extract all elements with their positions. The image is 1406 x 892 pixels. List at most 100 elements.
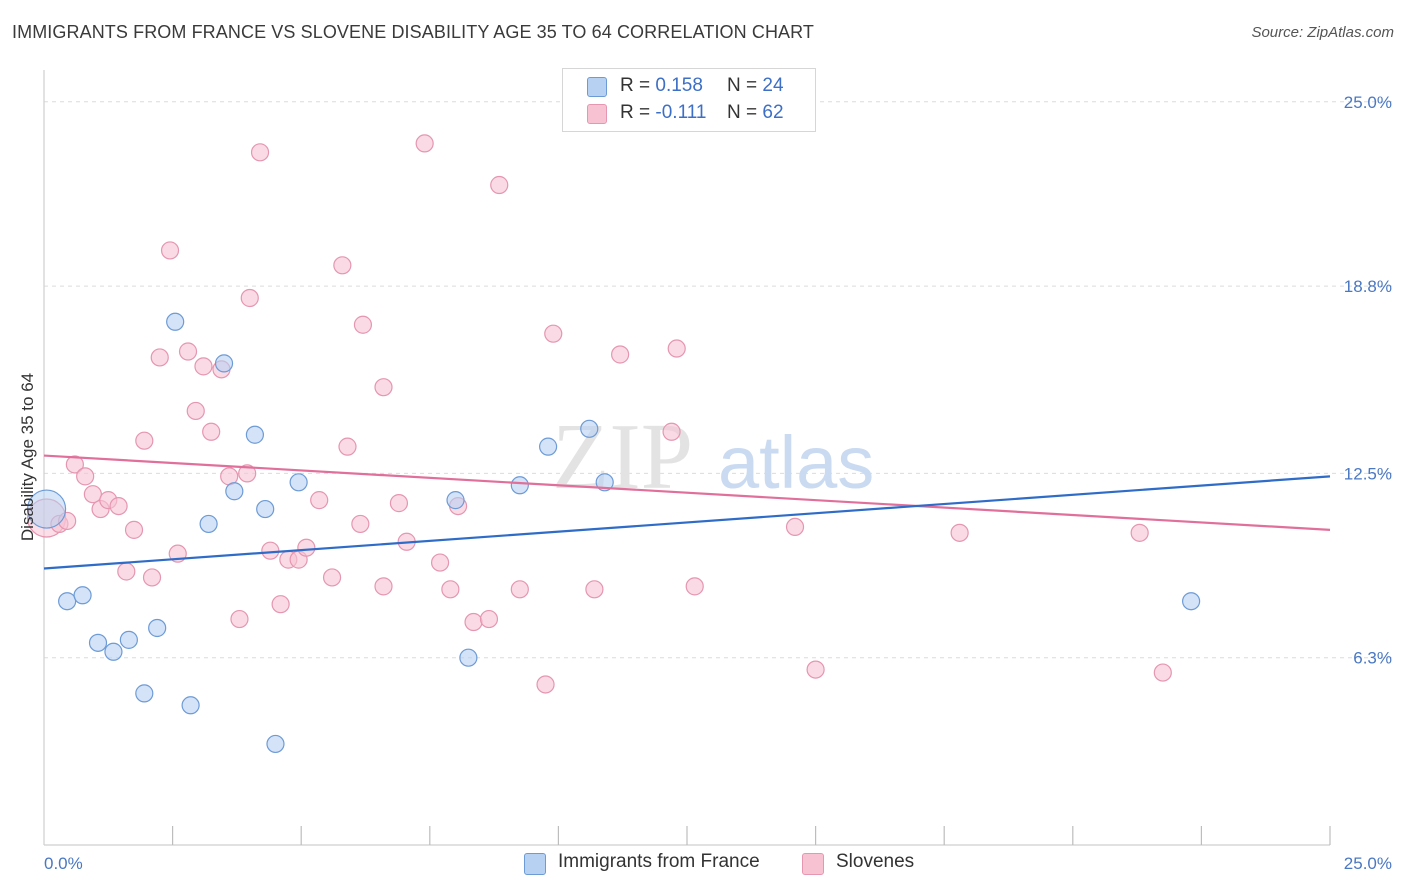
slovenes-point[interactable] [202,422,221,441]
y-axis-title: Disability Age 35 to 64 [18,373,37,541]
legend-r-france: R = 0.158 [620,75,703,96]
france-point[interactable] [1182,592,1201,611]
slovenes-point[interactable] [109,496,128,516]
legend-label-france: Immigrants from France [558,851,760,872]
slovenes-point[interactable] [806,660,825,679]
immigrants-from-france-points [26,312,1201,754]
watermark: ZIP atlas [552,405,874,509]
slovenes-point[interactable] [611,345,630,364]
slovenes-point[interactable] [271,595,290,614]
legend-label-slovenes: Slovenes [836,851,915,872]
slovenes-point[interactable] [351,514,370,534]
slovenes-point[interactable] [374,378,393,397]
slovenes-point[interactable] [662,422,681,441]
slovenes-point[interactable] [333,256,352,275]
slovenes-point[interactable] [430,553,450,572]
slovenes-points [26,92,1172,694]
france-point[interactable] [73,586,92,605]
slovenes-point[interactable] [544,324,563,343]
france-point[interactable] [539,437,558,456]
slovenes-point[interactable] [194,357,213,376]
slovenes-point[interactable] [415,134,434,153]
slovenes-point[interactable] [150,348,169,367]
slovenes-point[interactable] [785,517,805,537]
slovenes-point[interactable] [297,538,316,557]
france-point[interactable] [510,476,529,495]
watermark-atlas: atlas [718,421,874,504]
slovenes-point[interactable] [510,580,529,599]
france-point[interactable] [88,633,108,652]
legend-swatch-france [587,77,607,97]
y-tick-label: 6.3% [1353,649,1392,668]
slovenes-point[interactable] [310,491,329,510]
slovenes-point[interactable] [76,467,95,486]
x-tick-label-max: 25.0% [1344,854,1392,873]
france-point[interactable] [595,473,614,492]
slovenes-point[interactable] [1153,663,1172,682]
slovenes-point[interactable] [142,568,162,587]
slovenes-point[interactable] [490,175,509,195]
slovenes-point[interactable] [389,494,409,513]
slovenes-point[interactable] [261,541,280,560]
slovenes-point[interactable] [250,143,270,162]
france-point[interactable] [181,696,200,715]
chart-title: IMMIGRANTS FROM FRANCE VS SLOVENE DISABI… [12,22,815,42]
y-tick-label: 12.5% [1344,464,1392,483]
france-point[interactable] [225,482,244,501]
slovenes-point[interactable] [117,562,136,581]
france-point[interactable] [26,489,67,529]
france-point[interactable] [446,491,465,510]
france-point[interactable] [289,473,308,492]
source-credit: Source: ZipAtlas.com [1251,24,1394,41]
slovenes-point[interactable] [124,520,144,539]
slovenes-point[interactable] [240,288,259,308]
legend-n-slovenes: N = 62 [727,102,784,123]
slovenes-point[interactable] [585,580,604,599]
slovenes-point[interactable] [338,437,357,456]
france-point[interactable] [245,425,265,444]
slovenes-point[interactable] [186,401,205,421]
series-legend: Immigrants from France Slovenes [0,850,1406,878]
slovenes-point[interactable] [536,675,555,694]
x-ticks [172,826,1331,845]
france-point[interactable] [580,419,599,438]
france-point[interactable] [104,642,123,661]
slovenes-point[interactable] [65,455,84,474]
slovenes-point[interactable] [353,315,373,334]
france-point[interactable] [199,514,218,534]
legend-swatch-france-bottom [524,853,546,875]
slovenes-point[interactable] [160,241,180,260]
slovenes-point[interactable] [178,342,198,361]
slovenes-point[interactable] [464,612,483,632]
slovenes-point[interactable] [322,568,342,587]
france-point[interactable] [119,630,138,649]
y-tick-label: 18.8% [1344,277,1392,296]
slovenes-point[interactable] [685,577,704,596]
france-point[interactable] [148,618,167,638]
france-point[interactable] [58,592,77,611]
slovenes-point[interactable] [950,523,969,542]
france-trend-line [43,475,1331,570]
x-tick-label-min: 0.0% [44,854,83,873]
slovenes-point[interactable] [1130,523,1149,542]
france-point[interactable] [266,734,285,754]
trend-lines [43,454,1331,570]
slovenes-point[interactable] [83,485,102,504]
france-point[interactable] [166,312,185,331]
france-point[interactable] [214,354,234,373]
slovenes-point[interactable] [135,431,154,450]
france-point[interactable] [135,684,154,703]
slovenes-point[interactable] [441,580,460,599]
slovenes-point[interactable] [230,609,249,629]
slovenes-point[interactable] [374,577,393,596]
correlation-legend: R = 0.158 N = 24 R = -0.111 N = 62 [562,68,816,132]
y-tick-labels: 6.3% 12.5% 18.8% 25.0% [1344,93,1392,668]
slovenes-point[interactable] [479,609,499,629]
france-point[interactable] [459,648,478,667]
legend-r-slovenes: R = -0.111 [620,102,707,123]
slovenes-point[interactable] [238,464,257,483]
legend-n-france: N = 24 [727,75,784,96]
france-point[interactable] [256,499,275,519]
slovenes-point[interactable] [667,339,686,358]
